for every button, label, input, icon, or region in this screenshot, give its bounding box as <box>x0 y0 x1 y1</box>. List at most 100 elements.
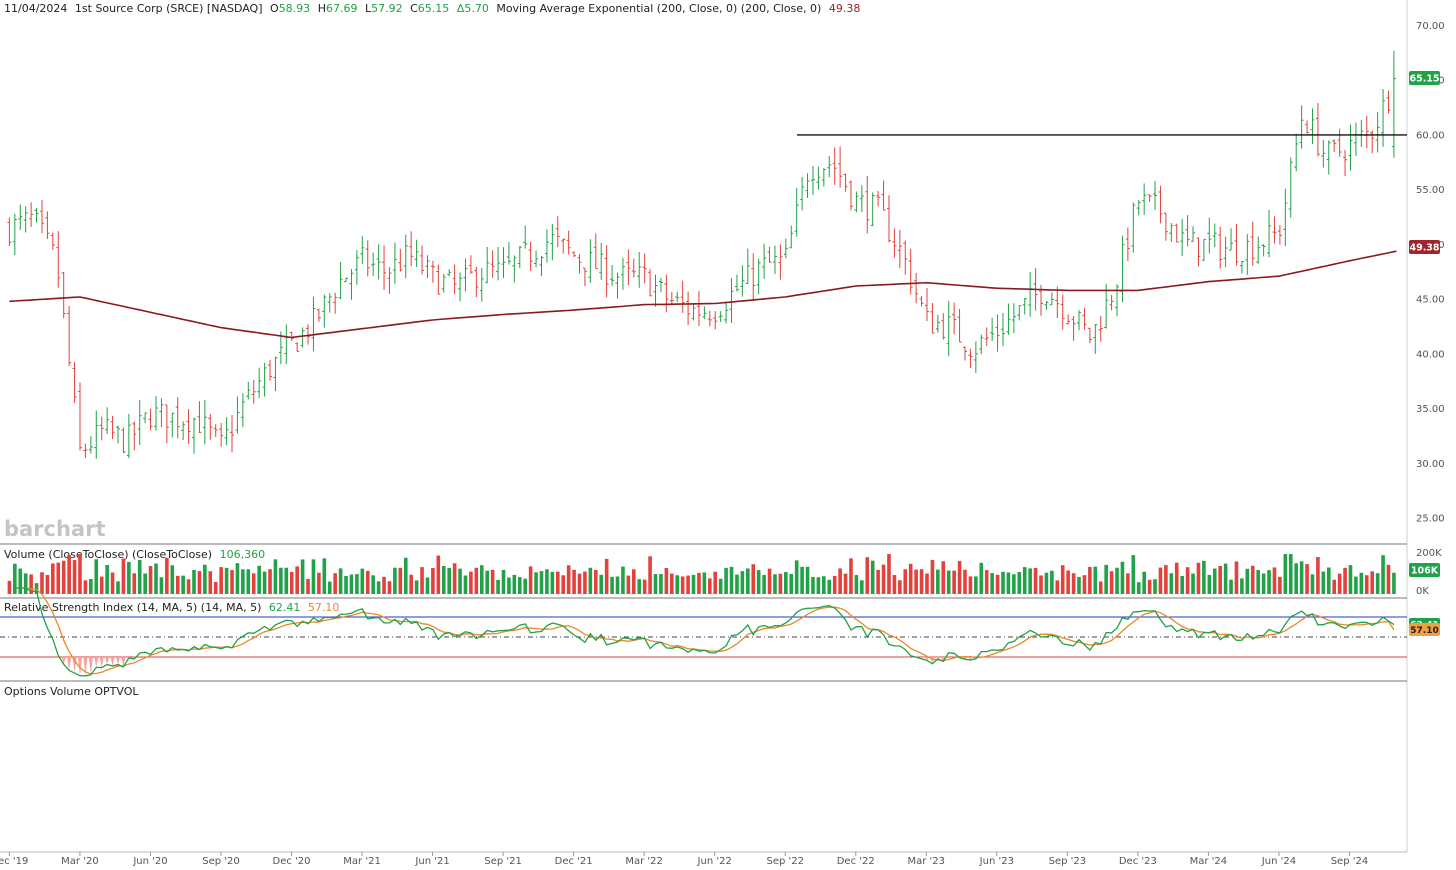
volume-bar <box>1196 562 1201 594</box>
volume-bar <box>523 578 528 594</box>
volume-bar <box>1055 580 1060 594</box>
volume-bar <box>431 568 435 594</box>
header-ma-label: Moving Average Exponential (200, Close, … <box>496 2 821 15</box>
volume-bar <box>1104 564 1108 594</box>
volume-bar <box>1115 567 1119 594</box>
volume-bar <box>99 576 104 594</box>
volume-bar <box>517 577 522 594</box>
volume-bar <box>561 575 566 594</box>
ema-badge-text: 49.38 <box>1409 243 1439 254</box>
volume-bar <box>957 560 962 594</box>
volume-bar <box>469 571 473 594</box>
volume-bar <box>1337 573 1342 594</box>
volume-bar <box>1288 554 1293 594</box>
volume-bar <box>534 572 538 594</box>
volume-bar <box>159 577 164 594</box>
volume-bar <box>338 568 343 594</box>
volume-bar <box>268 569 272 594</box>
volume-axis-min: 0K <box>1416 586 1429 597</box>
price-ohlc-bars <box>7 50 1396 459</box>
volume-bar <box>822 576 826 594</box>
volume-bar <box>490 569 495 594</box>
volume-bar <box>952 570 956 594</box>
price-tick-label: 60.00 <box>1416 130 1445 141</box>
volume-bar <box>708 578 712 594</box>
price-tick-label: 45.00 <box>1416 295 1445 306</box>
volume-panel-title: Volume (CloseToClose) (CloseToClose) 106… <box>4 548 265 561</box>
volume-bar <box>148 565 153 594</box>
volume-bar <box>919 569 924 594</box>
volume-bar <box>355 574 359 594</box>
price-y-axis: 70.0065.0060.0055.0050.0045.0040.0035.00… <box>1416 21 1445 525</box>
volume-bar <box>843 573 848 594</box>
volume-bar <box>387 581 392 594</box>
volume-bar <box>436 555 441 594</box>
header-close-value: 65.15 <box>418 2 450 15</box>
volume-bar <box>512 574 517 594</box>
volume-bar <box>838 568 842 594</box>
volume-bar <box>317 572 321 594</box>
volume-bar <box>1174 562 1179 594</box>
volume-bar <box>56 562 61 594</box>
price-tick-label: 25.00 <box>1416 514 1445 525</box>
volume-bar <box>572 569 576 594</box>
volume-bar <box>756 570 761 594</box>
volume-bar <box>1006 572 1011 594</box>
volume-bar <box>262 571 267 594</box>
volume-value: 106,360 <box>220 548 266 561</box>
volume-bar <box>979 562 984 594</box>
volume-bar <box>40 572 44 594</box>
volume-bar <box>718 578 723 594</box>
volume-bar <box>702 572 707 594</box>
volume-bar <box>137 560 142 594</box>
volume-bar <box>496 579 500 594</box>
volume-bar <box>1348 565 1353 594</box>
volume-bar <box>1082 575 1087 594</box>
volume-bar <box>903 569 908 594</box>
volume-bar <box>762 574 766 594</box>
rsi-title-text: Relative Strength Index (14, MA, 5) (14,… <box>4 601 261 614</box>
time-tick-label: Mar '21 <box>343 856 381 867</box>
volume-bar <box>1218 566 1222 594</box>
volume-bar <box>729 566 734 594</box>
volume-bar <box>908 563 913 594</box>
volume-bar <box>1278 576 1282 594</box>
volume-bar <box>143 573 147 594</box>
volume-bar <box>208 571 213 594</box>
volume-bar <box>735 574 739 594</box>
volume-bar <box>751 564 756 594</box>
volume-bar <box>925 573 929 594</box>
volume-bar <box>447 567 451 594</box>
time-tick-label: Dec '22 <box>837 856 875 867</box>
volume-bar <box>914 569 918 594</box>
volume-bar <box>1012 574 1016 594</box>
volume-bar <box>936 569 940 594</box>
volume-bar <box>1191 573 1195 594</box>
volume-bar <box>946 570 951 594</box>
volume-bar <box>1044 572 1049 594</box>
volume-bar <box>1305 564 1309 594</box>
volume-bar <box>1147 579 1152 594</box>
volume-bar <box>1294 563 1298 594</box>
time-tick-label: Sep '21 <box>484 856 522 867</box>
volume-bar <box>941 561 946 594</box>
header-low-label: L <box>365 2 372 15</box>
volume-bar <box>1364 575 1369 594</box>
time-tick-label: Mar '23 <box>908 856 946 867</box>
volume-bar <box>963 569 967 594</box>
volume-bar <box>577 573 582 594</box>
volume-bar <box>507 577 511 594</box>
volume-bar <box>697 572 701 594</box>
volume-bar <box>403 557 408 594</box>
volume-bar <box>1386 564 1391 594</box>
price-tick-label: 70.00 <box>1416 21 1445 32</box>
volume-bar <box>539 571 544 594</box>
volume-bar <box>170 565 175 594</box>
volume-bar <box>1375 573 1380 594</box>
volume-bar <box>898 580 902 594</box>
time-tick-label: Dec '19 <box>0 856 28 867</box>
time-axis: Dec '19 Mar '20 Jun '20 Sep '20 Dec '20 Mar '… <box>0 852 1368 867</box>
volume-bar <box>1326 567 1331 594</box>
volume-bar <box>1245 568 1250 594</box>
volume-bar <box>1071 573 1076 594</box>
